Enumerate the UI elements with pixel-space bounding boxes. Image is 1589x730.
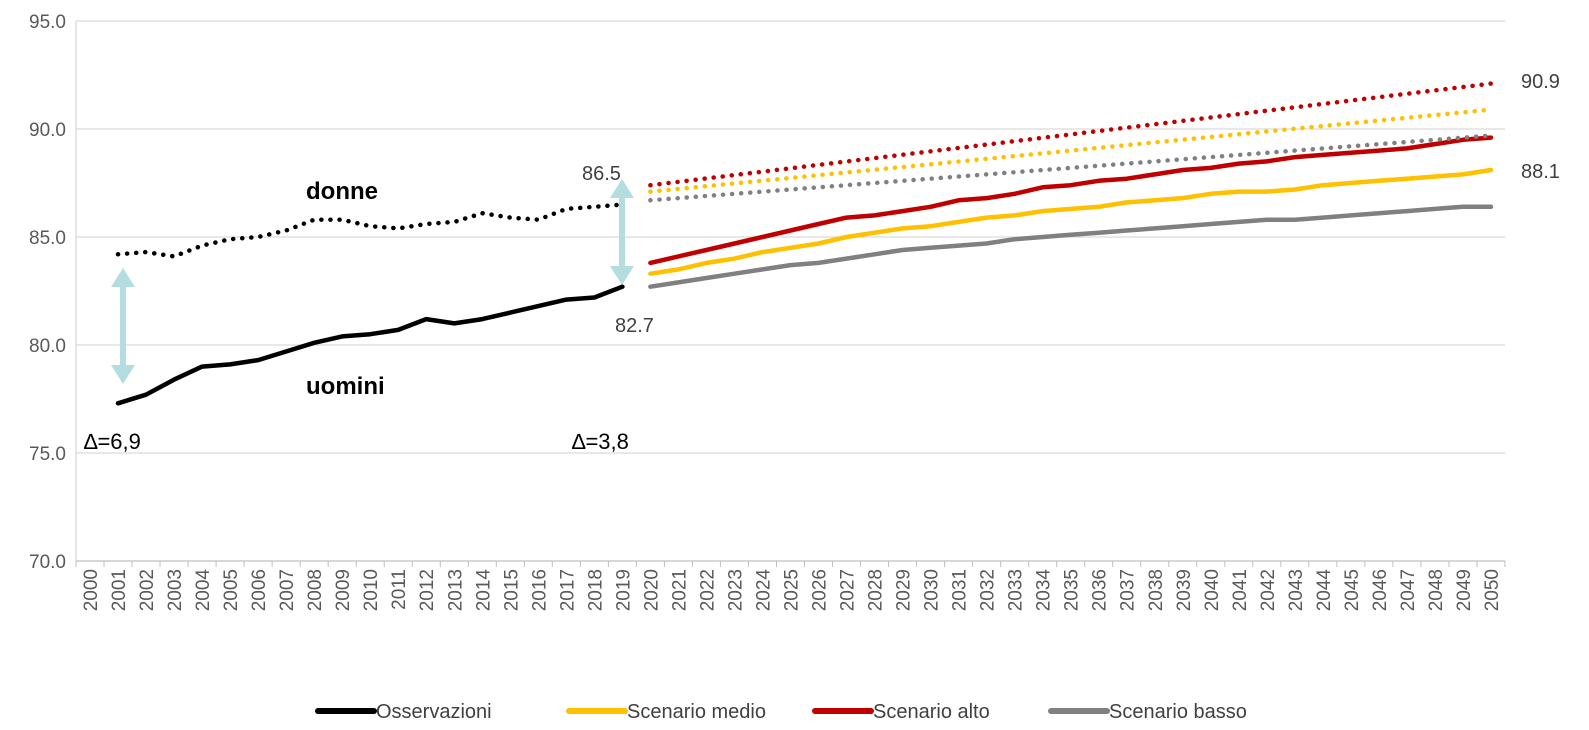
difference-arrows [111, 179, 634, 384]
x-axis-ticks: 2000 2001 2002 2003 2004 2005 2006 2007 2008 2009… [75, 561, 1506, 612]
x-tick-label: 2014 [473, 569, 494, 612]
x-tick-label: 2045 [1342, 569, 1363, 611]
series-lines [115, 81, 1494, 406]
x-tick-label: 2011 [389, 569, 410, 610]
y-tick-label: 90.0 [29, 120, 66, 141]
x-tick-label: 2028 [866, 569, 887, 611]
y-tick-label: 85.0 [29, 228, 66, 249]
legend-item-scenario-medio: Scenario medio [566, 701, 766, 723]
x-tick-label: 2043 [1286, 569, 1307, 611]
x-tick-label: 2034 [1034, 569, 1055, 612]
label-uomini: uomini [306, 373, 385, 400]
delta-arrow-2001 [111, 268, 135, 384]
y-tick-label: 75.0 [29, 444, 66, 465]
x-tick-label: 2006 [249, 569, 270, 611]
x-tick-label: 2049 [1454, 569, 1475, 611]
x-tick-label: 2012 [417, 569, 438, 611]
label-donne: donne [306, 178, 378, 205]
y-tick-label: 95.0 [29, 12, 66, 33]
series-line-scenario-medio-uomini [648, 167, 1494, 276]
series-line-scenario-alto-uomini [648, 135, 1494, 266]
x-tick-label: 2008 [305, 569, 326, 611]
x-tick-label: 2023 [725, 569, 746, 611]
x-tick-label: 2031 [950, 569, 971, 611]
legend-label-scenario-basso: Scenario basso [1109, 701, 1247, 723]
delta-label-2019: ∆=3,8 [572, 429, 629, 454]
x-tick-label: 2026 [810, 569, 831, 611]
series-line-scenario-basso-donne [648, 133, 1494, 203]
value-label-86-5: 86.5 [582, 163, 621, 185]
series-line-osservazioni-donne [115, 202, 625, 259]
legend-item-osservazioni: Osservazioni [315, 701, 492, 723]
legend-item-scenario-basso: Scenario basso [1048, 701, 1247, 723]
series-line-scenario-basso-uomini [648, 204, 1494, 289]
x-tick-label: 2019 [613, 569, 634, 611]
x-tick-label: 2002 [137, 569, 158, 611]
x-tick-label: 2033 [1006, 569, 1027, 611]
x-tick-label: 2022 [697, 569, 718, 611]
legend-label-scenario-medio: Scenario medio [627, 701, 766, 723]
x-tick-label: 2021 [669, 569, 690, 611]
x-tick-label: 2015 [501, 569, 522, 611]
series-line-scenario-alto-donne [648, 81, 1494, 188]
x-tick-label: 2024 [753, 569, 774, 612]
x-tick-label: 2000 [81, 569, 102, 611]
legend-label-scenario-alto: Scenario alto [873, 701, 990, 723]
x-tick-label: 2027 [838, 569, 859, 611]
x-tick-label: 2046 [1370, 569, 1391, 611]
x-tick-label: 2013 [445, 569, 466, 611]
x-tick-label: 2037 [1118, 569, 1139, 611]
y-tick-label: 80.0 [29, 336, 66, 357]
x-tick-label: 2007 [277, 569, 298, 611]
x-tick-label: 2039 [1174, 569, 1195, 611]
x-tick-label: 2004 [193, 569, 214, 612]
x-tick-label: 2048 [1426, 569, 1447, 611]
x-tick-label: 2041 [1230, 569, 1251, 611]
x-tick-label: 2032 [978, 569, 999, 611]
value-label-88-1: 88.1 [1521, 161, 1560, 183]
x-tick-label: 2003 [165, 569, 186, 611]
series-line-osservazioni-uomini [115, 284, 625, 406]
x-tick-label: 2044 [1314, 569, 1335, 612]
gridlines [75, 20, 1505, 562]
x-tick-label: 2009 [333, 569, 354, 611]
x-tick-label: 2025 [782, 569, 803, 611]
x-tick-label: 2042 [1258, 569, 1279, 611]
y-axis-ticks: 70.0 75.0 80.0 85.0 90.0 95.0 [29, 12, 66, 573]
value-label-90-9: 90.9 [1521, 71, 1560, 93]
x-tick-label: 2029 [894, 569, 915, 611]
x-tick-label: 2035 [1062, 569, 1083, 611]
x-tick-label: 2005 [221, 569, 242, 611]
annotations: donne uomini ∆=6,9 ∆=3,8 86.5 82.7 90.9 … [84, 71, 1560, 454]
legend-item-scenario-alto: Scenario alto [812, 701, 990, 723]
x-tick-label: 2040 [1202, 569, 1223, 611]
x-tick-label: 2036 [1090, 569, 1111, 611]
delta-arrow-2019 [610, 179, 634, 285]
x-tick-label: 2038 [1146, 569, 1167, 611]
y-tick-label: 70.0 [29, 552, 66, 573]
x-tick-label: 2030 [922, 569, 943, 611]
x-tick-label: 2016 [529, 569, 550, 611]
value-label-82-7: 82.7 [615, 315, 654, 337]
x-tick-label: 2020 [641, 569, 662, 611]
x-tick-label: 2010 [361, 569, 382, 611]
x-tick-label: 2050 [1482, 569, 1503, 611]
x-tick-label: 2018 [585, 569, 606, 611]
x-tick-label: 2047 [1398, 569, 1419, 611]
delta-label-2001: ∆=6,9 [84, 429, 141, 454]
x-tick-label: 2001 [109, 569, 130, 611]
x-tick-label: 2017 [557, 569, 578, 611]
legend-label-osservazioni: Osservazioni [376, 701, 492, 723]
legend: Osservazioni Scenario medio Scenario alt… [315, 701, 1247, 723]
